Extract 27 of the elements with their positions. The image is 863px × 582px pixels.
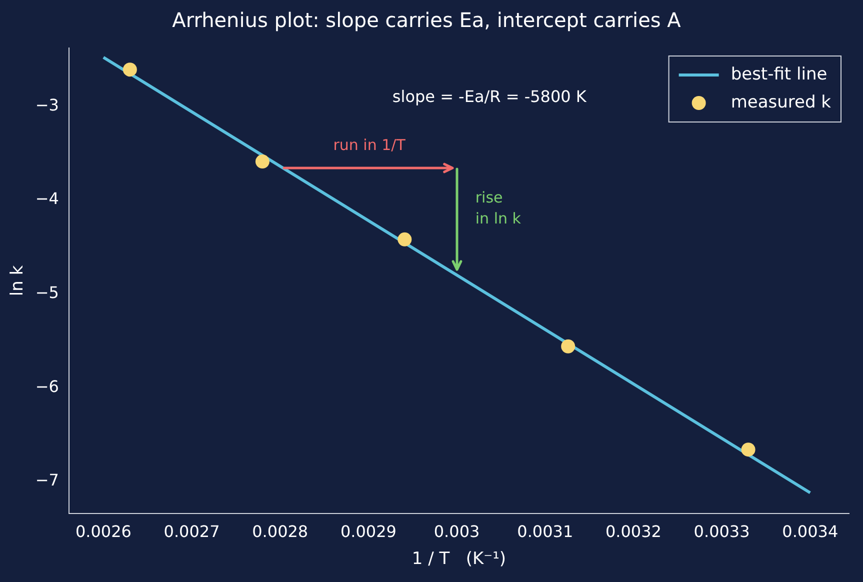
x-tick-label: 0.0028 xyxy=(252,522,308,542)
y-tick-label: −6 xyxy=(35,376,59,396)
annotation: run in 1/T xyxy=(333,136,406,154)
legend-label: best-fit line xyxy=(730,64,828,84)
point xyxy=(398,232,412,246)
point xyxy=(122,62,137,77)
chart-title: Arrhenius plot: slope carries Ea, intercept carries A xyxy=(172,8,682,32)
y-axis-title: ln k xyxy=(8,265,28,296)
x-tick-label: 0.003 xyxy=(434,522,480,542)
annotation: slope = -Ea/R = -5800 K xyxy=(392,86,587,106)
legend-label: measured k xyxy=(730,92,832,112)
x-axis-title: 1 / T (K⁻¹) xyxy=(412,549,506,570)
x-tick-label: 0.0027 xyxy=(164,522,220,542)
x-tick-label: 0.0029 xyxy=(340,522,396,542)
y-tick-label: −7 xyxy=(35,470,59,490)
x-tick-label: 0.0034 xyxy=(782,522,838,542)
x-tick-label: 0.0031 xyxy=(517,522,574,542)
x-tick-label: 0.0033 xyxy=(694,522,750,542)
x-tick-label: 0.0026 xyxy=(75,522,132,542)
point xyxy=(741,442,756,457)
x-tick-label: 0.0032 xyxy=(605,522,662,542)
point xyxy=(255,154,270,169)
point xyxy=(561,339,576,354)
y-tick-label: −4 xyxy=(35,189,59,208)
y-tick-label: −5 xyxy=(35,282,59,302)
y-tick-label: −3 xyxy=(35,95,59,114)
annotation: rise in ln k xyxy=(475,188,522,228)
